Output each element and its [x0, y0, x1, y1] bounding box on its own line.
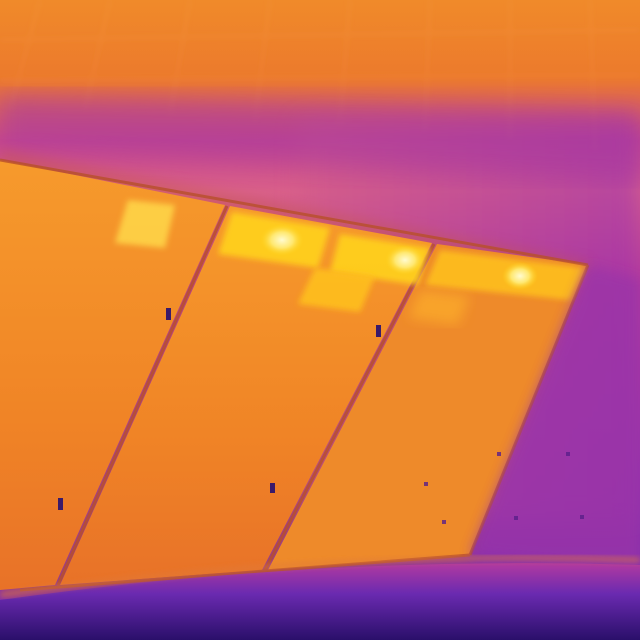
hotspot-peak: [502, 262, 538, 290]
mounting-clip: [270, 483, 275, 493]
hotspot-peak: [260, 224, 304, 256]
mounting-clip: [58, 498, 63, 510]
mounting-clip: [376, 325, 381, 337]
mounting-clip: [166, 308, 171, 320]
hotspot-peak: [385, 245, 425, 275]
